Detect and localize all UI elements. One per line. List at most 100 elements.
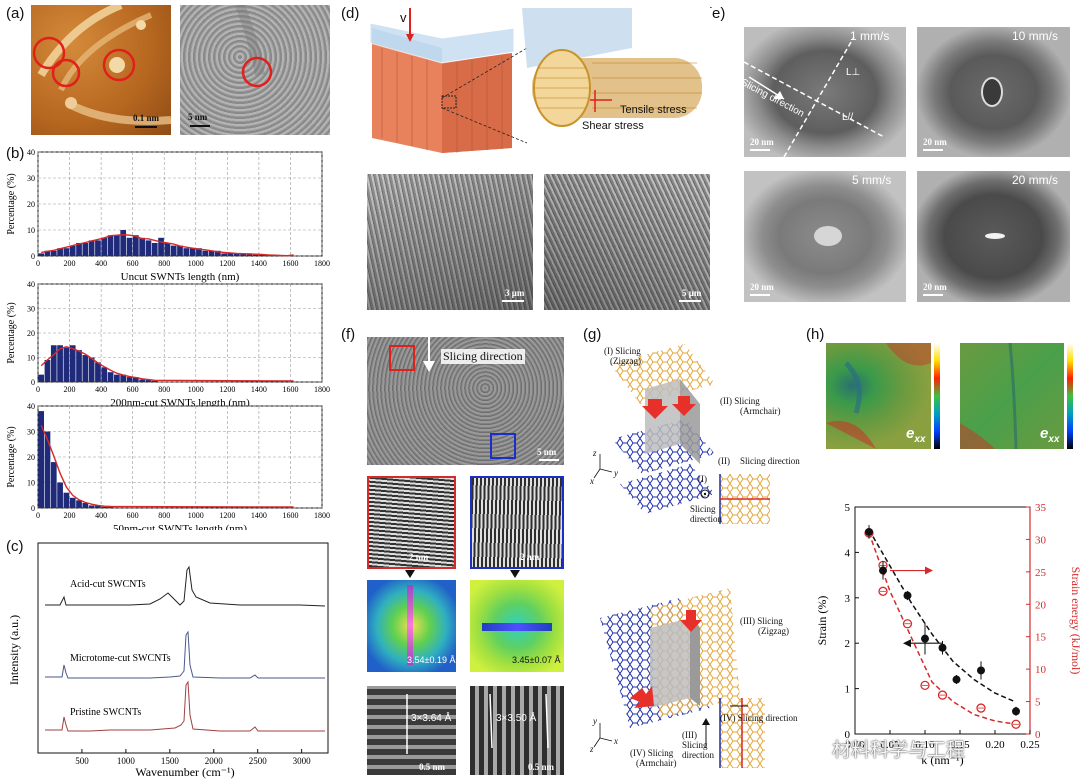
hrtem-zoom-blue: 2 nm: [470, 476, 564, 569]
histogram-bar: [139, 379, 145, 382]
histogram-bar: [44, 359, 51, 382]
x-tick-label: 600: [127, 259, 139, 268]
spacing-label: 3×3.64 Å: [411, 713, 452, 724]
tensile-stress-label: Tensile stress: [620, 104, 687, 116]
x-tick-label: 0.00: [845, 739, 865, 751]
tem-1mms: 1 mm/s Slicing direction L⊥ L// 20 nm: [744, 27, 906, 157]
direction-ii-num: (II): [718, 456, 730, 466]
x-tick-label: 0: [36, 511, 40, 520]
histogram-bar: [132, 235, 139, 256]
histogram-bar: [88, 357, 95, 382]
x-tick-label: 1000: [188, 259, 204, 268]
y-tick-label: 10: [27, 479, 35, 488]
strain-point: [1012, 707, 1020, 716]
x-tick-label: 1800: [314, 385, 330, 394]
x-tick-label: 1400: [251, 385, 267, 394]
y-tick-label: 10: [27, 354, 35, 363]
y2-tick-label: 20: [1035, 599, 1047, 611]
x-tick-label: 600: [127, 385, 139, 394]
scale-label: 20 nm: [923, 282, 947, 292]
histogram-panel: 0 200 400 600 800 1000 1200 1400 1600 18000102030…: [6, 148, 330, 530]
scale-label: 3 μm: [505, 288, 525, 298]
y-tick-label: 30: [27, 428, 35, 437]
histogram-bar: [240, 253, 246, 256]
axis-x-label: x: [590, 476, 594, 486]
tem-20mms: 20 mm/s 20 nm: [917, 171, 1070, 302]
series-label-micro: Microtome-cut SWCNTs: [70, 653, 171, 664]
histogram-bar: [69, 345, 76, 382]
panel-label-f: (f): [341, 326, 356, 343]
histogram-bar: [151, 380, 158, 382]
strain-map-left: exx: [826, 343, 931, 449]
schematic-slicing: v Tensile stress Shear stress: [362, 8, 712, 158]
slice-ii-label: (II) Slicing: [720, 396, 760, 406]
tem-5mms: 5 mm/s 20 nm: [744, 171, 906, 302]
speed-label: 10 mm/s: [1012, 29, 1059, 43]
strain-point: [952, 675, 961, 684]
x-tick-label: 1200: [219, 385, 235, 394]
tem-10mms: 10 mm/s 20 nm: [917, 27, 1070, 157]
histogram-bar: [69, 245, 76, 256]
series-label-pristine: Pristine SWCNTs: [70, 707, 141, 718]
direction-iii-label: (III) Slicing direction: [682, 730, 714, 760]
scale-label: 5 nm: [537, 447, 557, 457]
strain-map-right: exx: [960, 343, 1064, 449]
scale-label: 2 nm: [409, 552, 429, 562]
fft-value-label: 3.54±0.19 Å: [407, 655, 456, 665]
direction-iv-label: (IV) Slicing direction: [720, 713, 798, 723]
x-tick-label: 500: [75, 756, 89, 766]
acid-cut-spectrum: [45, 565, 326, 607]
histogram-ylabel: Percentage (%): [6, 426, 17, 487]
histogram-bar: [145, 240, 152, 256]
y-tick-label: 4: [845, 547, 851, 559]
histogram-bar: [252, 254, 259, 256]
slice-iv-label: (IV) Slicing: [630, 748, 674, 758]
y-tick-label: 0: [31, 252, 35, 261]
speed-label: 5 mm/s: [852, 173, 892, 187]
fft-blue: 3.45±0.07 Å: [470, 580, 564, 672]
scale-bar: [923, 294, 943, 296]
fit-curve: [40, 425, 294, 508]
scatter-xlabel: κ (nm⁻¹): [921, 753, 963, 767]
histogram-bar: [114, 235, 120, 256]
histogram-bar: [126, 237, 133, 256]
y-tick-label: 5: [845, 502, 851, 514]
panel-label-d: (d): [341, 5, 360, 22]
histogram-bar: [69, 497, 76, 508]
x-tick-label: 2500: [249, 756, 268, 766]
histogram-bar: [38, 374, 45, 382]
microtome-cut-spectrum: [45, 630, 325, 679]
exx-label: e: [906, 425, 915, 442]
velocity-label: v: [400, 10, 407, 25]
x-tick-label: 200: [64, 259, 76, 268]
histogram-bar: [95, 362, 101, 382]
spacing-label: 3×3.50 Å: [496, 713, 537, 724]
axis-x-label: x: [614, 736, 618, 746]
strain-point: [903, 591, 912, 600]
scale-bar: [679, 300, 701, 302]
histogram-bar: [132, 377, 139, 382]
histogram-bar: [57, 345, 63, 382]
histogram-bar: [120, 374, 127, 382]
histogram-bar: [120, 230, 127, 256]
histogram-bar: [63, 347, 70, 382]
series-label-acid: Acid-cut SWCNTs: [70, 579, 146, 590]
histogram-bar: [101, 506, 108, 508]
histogram-bar: [63, 248, 70, 256]
colorbar: [934, 343, 940, 449]
axis-y-label: y: [614, 468, 618, 478]
x-tick-label: 3000: [293, 756, 312, 766]
y-tick-label: 0: [845, 729, 851, 741]
strain-point: [977, 666, 985, 675]
histogram-bar: [57, 248, 63, 256]
histogram-ylabel: Percentage (%): [6, 173, 17, 234]
x-tick-label: 1400: [251, 259, 267, 268]
histogram-bar: [221, 253, 228, 256]
x-tick-label: 0.10: [915, 739, 935, 751]
raman-chart: Acid-cut SWCNTs Microtome-cut SWCNTs Pri…: [7, 542, 329, 779]
fit-curve: [41, 233, 294, 257]
histogram-xlabel: 50nm-cut SWNTs length (nm): [113, 523, 247, 530]
x-tick-label: 600: [127, 511, 139, 520]
x-tick-label: 0.20: [985, 739, 1005, 751]
histogram-bar: [196, 248, 202, 256]
